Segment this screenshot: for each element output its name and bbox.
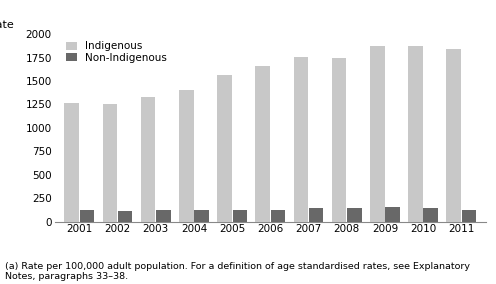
- Bar: [156, 210, 171, 222]
- Bar: [462, 210, 476, 222]
- Bar: [309, 208, 323, 222]
- Bar: [194, 210, 209, 222]
- Bar: [179, 90, 193, 222]
- Legend: Indigenous, Non-Indigenous: Indigenous, Non-Indigenous: [64, 39, 169, 65]
- Bar: [294, 57, 308, 222]
- Y-axis label: rate: rate: [0, 20, 14, 30]
- Bar: [118, 211, 132, 222]
- Bar: [217, 75, 232, 222]
- Bar: [385, 207, 400, 222]
- Bar: [80, 210, 94, 222]
- Bar: [408, 46, 423, 222]
- Bar: [347, 208, 362, 222]
- Bar: [446, 49, 461, 222]
- Bar: [255, 66, 270, 222]
- Bar: [271, 210, 285, 222]
- Bar: [64, 103, 79, 222]
- Bar: [332, 57, 346, 222]
- Bar: [424, 208, 438, 222]
- Bar: [233, 210, 247, 222]
- Bar: [370, 46, 384, 222]
- Text: (a) Rate per 100,000 adult population. For a definition of age standardised rate: (a) Rate per 100,000 adult population. F…: [5, 262, 470, 281]
- Bar: [141, 97, 155, 222]
- Bar: [103, 104, 117, 222]
